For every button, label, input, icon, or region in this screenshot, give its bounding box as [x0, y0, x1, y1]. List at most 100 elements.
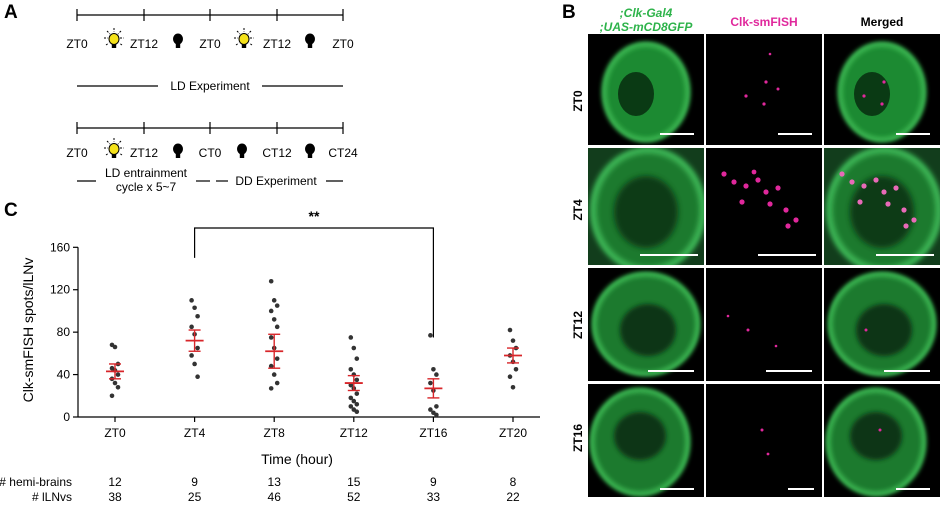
- data-point: [510, 338, 516, 343]
- data-point: [274, 380, 280, 386]
- data-point: [354, 391, 360, 396]
- llnvs-count: 46: [268, 490, 282, 504]
- significance-label: **: [309, 208, 320, 224]
- scale-bar: [660, 488, 694, 490]
- micrograph-zt16-smfish: [706, 384, 822, 497]
- data-point: [112, 380, 118, 386]
- data-point: [189, 298, 194, 303]
- micrograph-zt4-gfp: [588, 148, 704, 265]
- data-point: [348, 395, 354, 401]
- light-bulb-on-icon: [104, 138, 124, 158]
- dd-caption-right: DD Experiment: [235, 174, 317, 188]
- data-point: [268, 386, 274, 391]
- scale-bar: [876, 254, 934, 256]
- data-point: [428, 407, 433, 412]
- hemi-brains-row-label: # hemi-brains: [0, 475, 72, 489]
- y-tick-label: 40: [57, 368, 71, 382]
- micrograph-zt0-merged: [824, 34, 940, 145]
- dd-tick-label: CT24: [328, 146, 358, 160]
- data-point: [507, 327, 513, 333]
- scale-bar: [896, 133, 930, 135]
- dd-timeline: ZT0 ZT12 CT0 CT12 CT24 LD ent: [66, 122, 358, 194]
- x-tick-label: ZT8: [264, 426, 286, 440]
- scale-bar: [766, 370, 812, 372]
- ld-caption: LD Experiment: [170, 79, 250, 93]
- data-point: [274, 324, 280, 330]
- y-axis-label: Clk-smFISH spots/lLNv: [20, 258, 36, 403]
- light-bulb-off-icon: [237, 143, 247, 158]
- dd-tick-label: CT12: [262, 146, 292, 160]
- micrograph-zt4-merged: [824, 148, 940, 265]
- data-point: [354, 377, 360, 383]
- data-point: [513, 366, 519, 372]
- hemi-brains-count: 15: [347, 475, 361, 489]
- micrograph-zt12-merged: [824, 268, 940, 381]
- panel-label-c: C: [4, 200, 18, 221]
- hemi-brains-count: 8: [510, 475, 517, 489]
- dd-tick-label: CT0: [199, 146, 222, 160]
- x-axis-label: Time (hour): [261, 451, 333, 467]
- llnvs-count: 25: [188, 490, 202, 504]
- x-tick-label: ZT0: [104, 426, 126, 440]
- micrograph-zt4-smfish: [706, 148, 822, 265]
- data-point: [348, 366, 354, 372]
- llnvs-row-label: # lLNvs: [32, 490, 72, 504]
- data-point: [354, 409, 360, 414]
- column-header-merged: Merged: [860, 15, 904, 29]
- significance-bracket: [194, 227, 434, 338]
- dd-caption-left-line2: cycle x 5~7: [116, 180, 177, 194]
- data-point: [115, 385, 121, 390]
- data-point: [507, 374, 513, 379]
- data-point: [348, 335, 354, 340]
- y-tick-label: 160: [50, 240, 70, 254]
- micrograph-zt12-smfish: [706, 268, 822, 381]
- x-tick-label: ZT12: [340, 426, 368, 440]
- data-point: [274, 303, 280, 308]
- y-tick-label: 80: [57, 325, 71, 339]
- data-point: [274, 356, 280, 361]
- scale-bar: [648, 370, 694, 372]
- data-point: [268, 335, 274, 340]
- light-bulb-off-icon: [305, 143, 315, 158]
- row-label-zt0: ZT0: [571, 90, 585, 112]
- hemi-brains-count: 12: [108, 475, 122, 489]
- ld-tick-label: ZT12: [263, 37, 291, 51]
- data-point: [434, 372, 439, 377]
- ld-tick-label: ZT0: [332, 37, 354, 51]
- light-bulb-off-icon: [173, 143, 183, 158]
- data-point: [354, 401, 360, 407]
- data-point: [434, 412, 439, 418]
- hemi-brains-count: 9: [430, 475, 437, 489]
- data-point: [348, 382, 354, 388]
- micrograph-zt16-merged: [824, 384, 940, 497]
- llnvs-count: 22: [506, 490, 520, 504]
- data-point: [115, 372, 121, 377]
- data-point: [428, 380, 433, 386]
- data-point: [510, 385, 516, 390]
- data-point: [428, 333, 433, 338]
- data-point: [195, 374, 200, 379]
- scale-bar: [640, 254, 698, 256]
- data-point: [271, 372, 277, 377]
- data-point: [195, 345, 200, 351]
- dd-caption-left-line1: LD entrainment: [105, 166, 188, 180]
- scale-bar: [788, 488, 814, 490]
- row-label-zt16: ZT16: [571, 424, 585, 453]
- column-header-smfish: Clk-smFISH: [730, 15, 798, 29]
- ld-tick-label: ZT0: [66, 37, 88, 51]
- data-point: [351, 345, 357, 351]
- x-tick-label: ZT4: [184, 426, 206, 440]
- data-point: [195, 313, 200, 319]
- scale-bar: [884, 370, 930, 372]
- light-bulb-on-icon: [104, 28, 124, 48]
- dd-tick-label: ZT0: [66, 146, 88, 160]
- data-point: [109, 393, 115, 399]
- genotype-line2: ;UAS-mCD8GFP: [599, 20, 693, 34]
- data-point: [351, 398, 357, 404]
- data-point: [189, 324, 194, 330]
- micrograph-zt0-gfp: [588, 34, 704, 145]
- y-tick-label: 120: [50, 283, 70, 297]
- llnvs-count: 33: [427, 490, 441, 504]
- llnvs-count: 52: [347, 490, 361, 504]
- genotype-line1: ;Clk-Gal4: [619, 6, 673, 20]
